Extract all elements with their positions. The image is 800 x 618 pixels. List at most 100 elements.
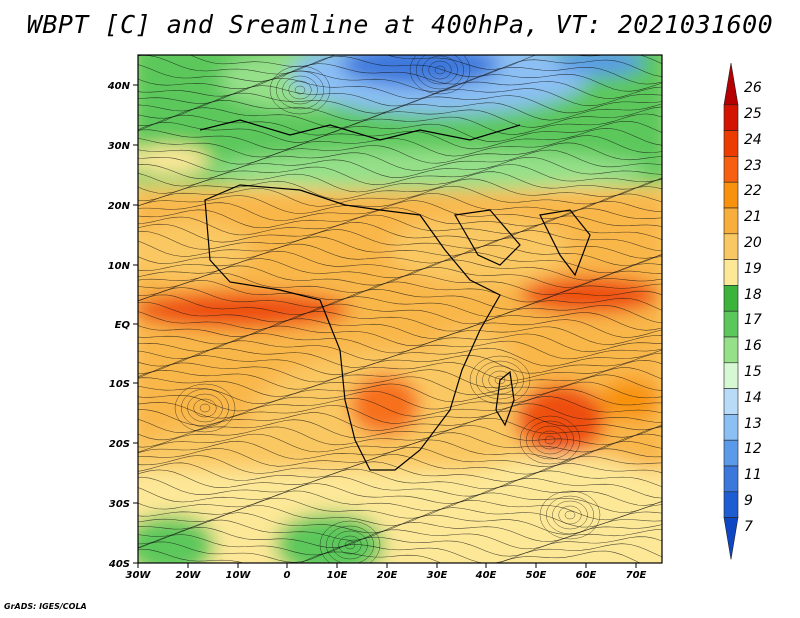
lon-label: 70E [626, 570, 647, 581]
streamline [138, 483, 662, 506]
streamline [138, 106, 662, 129]
streamline [138, 301, 662, 325]
streamline [138, 396, 662, 419]
vortex-ring [199, 403, 211, 413]
streamline [138, 527, 662, 550]
streamline [138, 418, 662, 441]
vortex-ring [193, 398, 217, 418]
streamline [138, 113, 662, 136]
colorbar-label: 22 [744, 183, 762, 199]
colorbar-segment [723, 233, 739, 260]
streamline [138, 78, 662, 100]
colorbar-segment [723, 259, 739, 286]
colorbar-label: 19 [744, 261, 762, 277]
streamline [138, 468, 662, 490]
colorbar-segment [723, 207, 739, 235]
colorbar-label: 25 [744, 106, 762, 122]
vortex-ring [409, 55, 471, 95]
streamline [138, 63, 662, 85]
streamline [138, 497, 662, 521]
streamline [138, 388, 662, 412]
streamline [138, 446, 662, 467]
vortex-ring [558, 505, 582, 525]
streamline [138, 157, 662, 179]
lat-label: 20S [109, 439, 130, 450]
vortex-ring [482, 365, 518, 395]
lon-label: 50E [526, 570, 547, 581]
vortex-ring [519, 415, 581, 465]
streamline [138, 128, 662, 151]
colorbar-segment [723, 181, 739, 209]
streamline [138, 360, 662, 383]
streamline [138, 229, 662, 252]
streamline [138, 410, 662, 433]
streamline [138, 454, 662, 475]
streamline [138, 403, 662, 426]
vortex-ring [269, 65, 331, 115]
streamlines [138, 55, 662, 563]
streamline [138, 333, 662, 354]
vortex-ring [276, 70, 324, 110]
vortex-ring [181, 388, 229, 428]
streamline [138, 381, 662, 404]
vortex-ring [332, 530, 368, 560]
vortex-ring [526, 420, 574, 460]
streamline [138, 432, 662, 453]
colorbar-label: 16 [744, 338, 762, 354]
colorbar-label: 11 [744, 467, 762, 483]
streamline [138, 475, 662, 499]
colorbar-segment [723, 62, 739, 106]
streamline [138, 207, 662, 229]
lon-label: 20E [377, 570, 398, 581]
latitude-axis: 40N 30N 20N 10N EQ 10S 20S 30S 40S [107, 81, 138, 570]
colorbar-label: 23 [744, 158, 762, 174]
streamline [138, 70, 662, 92]
streamline [138, 374, 662, 397]
vortex-ring [539, 490, 601, 540]
lon-label: 10W [226, 570, 252, 581]
map-frame [137, 54, 663, 564]
colorbar-label: 20 [744, 235, 762, 251]
streamline [138, 171, 662, 194]
vortex-ring [552, 500, 588, 530]
vortex-ring [326, 525, 374, 563]
colorbar-label: 7 [744, 519, 753, 535]
lat-label: 20N [108, 201, 131, 212]
colorbar-label: 14 [744, 390, 762, 406]
streamline [138, 92, 662, 114]
lon-label: 60E [576, 570, 597, 581]
streamline [138, 490, 662, 513]
colorbar-labels: 26 25 24 23 22 21 20 19 18 17 16 15 14 1… [744, 80, 762, 535]
vortex-ring [564, 510, 576, 520]
streamline [138, 222, 662, 243]
lat-label: EQ [115, 320, 131, 331]
colorbar-label: 21 [744, 209, 762, 225]
colorbar-segment [723, 336, 739, 364]
lat-label: 10N [108, 261, 131, 272]
lat-label: 40N [107, 81, 131, 92]
vortex-ring [469, 355, 531, 405]
colorbar-label: 15 [744, 364, 762, 380]
vortex-ring [319, 520, 381, 563]
colorbar-segment [723, 130, 739, 157]
colorbar-segment [723, 439, 739, 467]
streamline [138, 352, 662, 376]
colorbar-label: 17 [744, 312, 762, 328]
vortex-ring [422, 55, 458, 85]
lat-label: 30N [108, 141, 131, 152]
vortex-ring [546, 495, 594, 535]
lat-label: 30S [109, 499, 130, 510]
streamline [138, 367, 662, 390]
streamline [138, 55, 662, 78]
vortex-ring [187, 393, 223, 423]
colorbar-segment [723, 285, 739, 312]
lon-label: 0 [284, 570, 291, 581]
streamline [138, 85, 662, 107]
streamline [138, 200, 662, 221]
streamline [138, 347, 662, 368]
lon-label: 10E [327, 570, 348, 581]
colorbar-segment [723, 362, 739, 389]
streamline [138, 265, 662, 288]
streamline [138, 548, 642, 563]
